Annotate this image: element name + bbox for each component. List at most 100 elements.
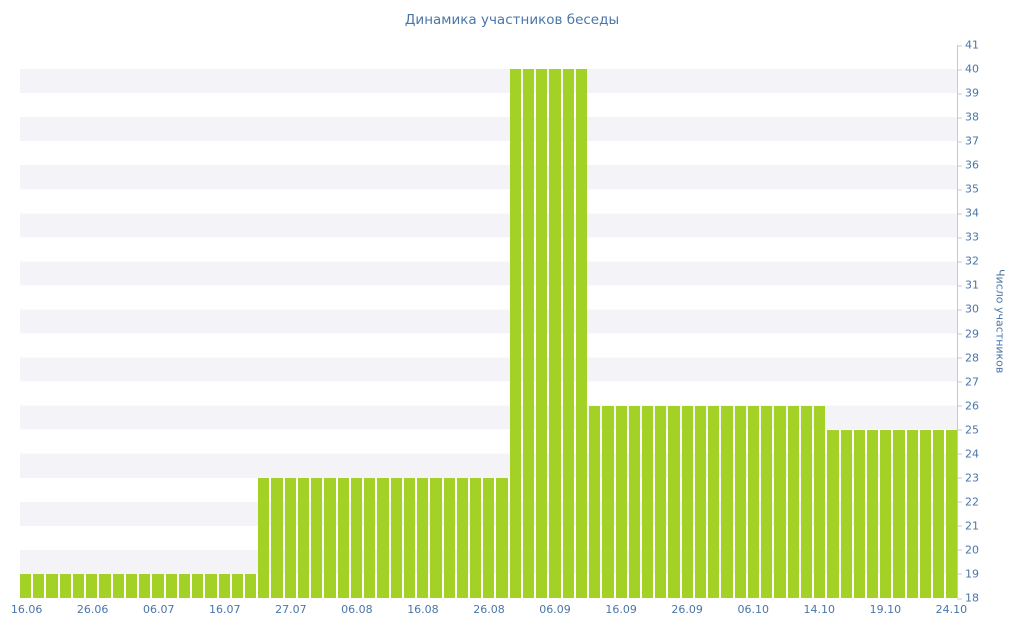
bar[interactable] [33,573,45,598]
bar[interactable] [549,69,561,598]
x-axis-label: 19.10 [869,603,902,616]
bar[interactable] [800,405,813,598]
bar[interactable] [469,477,482,598]
y-axis-label: 21 [957,519,979,533]
x-axis-label: 06.08 [341,603,373,616]
bar[interactable] [906,429,918,598]
bar[interactable] [59,573,71,598]
bar[interactable] [258,477,270,598]
x-axis-label: 16.06 [10,603,43,616]
bar[interactable] [311,477,323,598]
bar[interactable] [615,405,627,598]
x-axis-label: 16.08 [407,603,439,616]
y-axis-label: 31 [957,278,979,292]
bar[interactable] [814,405,826,598]
y-axis-label: 33 [957,230,979,244]
bar[interactable] [46,573,58,598]
bar[interactable] [562,69,574,598]
y-axis-label: 23 [957,471,979,485]
bar[interactable] [20,573,32,598]
bar[interactable] [192,573,204,598]
bar[interactable] [430,477,442,598]
bar[interactable] [364,477,376,598]
y-axis-label: 34 [957,206,979,220]
bar[interactable] [337,477,349,598]
bar[interactable] [178,573,191,598]
bar[interactable] [324,477,336,598]
plot-area [20,45,958,598]
bar[interactable] [668,405,680,598]
bar[interactable] [86,573,98,598]
bar[interactable] [456,477,468,598]
bar[interactable] [443,477,455,598]
bar[interactable] [853,429,865,598]
bar[interactable] [840,429,852,598]
y-axis-label: 32 [957,254,979,268]
y-axis-label: 37 [957,134,979,148]
bar[interactable] [655,405,667,598]
bar[interactable] [496,477,508,598]
bar[interactable] [761,405,773,598]
y-axis-label: 40 [957,62,979,76]
bar[interactable] [231,573,243,598]
bar[interactable] [390,477,402,598]
bar[interactable] [747,405,760,598]
bar[interactable] [880,429,892,598]
bar[interactable] [602,405,614,598]
y-axis-label: 27 [957,375,979,389]
bar[interactable] [628,405,641,598]
bar[interactable] [297,477,310,598]
x-axis-label: 26.09 [671,603,703,616]
bar[interactable] [536,69,548,598]
bar[interactable] [350,477,363,598]
bar[interactable] [893,429,905,598]
bar[interactable] [152,573,164,598]
bar[interactable] [417,477,429,598]
x-axis-label: 16.09 [605,603,637,616]
bar[interactable] [589,405,601,598]
y-axis-label: 20 [957,543,979,557]
y-axis-label: 41 [957,38,979,52]
bar[interactable] [642,405,654,598]
bar[interactable] [244,573,257,598]
bar[interactable] [946,429,958,598]
bar[interactable] [787,405,799,598]
bar[interactable] [575,69,588,598]
bar[interactable] [919,429,932,598]
x-axis-label: 27.07 [275,603,307,616]
bar[interactable] [522,69,535,598]
x-axis-label: 14.10 [803,603,836,616]
bar[interactable] [72,573,85,598]
bar[interactable] [218,573,230,598]
bar[interactable] [139,573,151,598]
bar[interactable] [774,405,786,598]
bar[interactable] [125,573,138,598]
bar[interactable] [284,477,296,598]
bar[interactable] [483,477,495,598]
bar[interactable] [165,573,177,598]
bar[interactable] [708,405,720,598]
chart-title: Динамика участников беседы [404,12,620,28]
bar[interactable] [734,405,746,598]
bar[interactable] [933,429,945,598]
bar[interactable] [377,477,389,598]
bar[interactable] [827,429,839,598]
bar[interactable] [867,429,879,598]
bar[interactable] [721,405,733,598]
y-axis-label: 22 [957,495,979,509]
bar[interactable] [694,405,707,598]
bar[interactable] [205,573,217,598]
y-axis-label: 29 [957,327,979,341]
bar[interactable] [403,477,416,598]
bar[interactable] [681,405,693,598]
y-axis-label: 26 [957,399,979,413]
bar[interactable] [99,573,111,598]
bar[interactable] [112,573,124,598]
x-axis-label: 06.07 [142,603,175,616]
y-axis-label: 35 [957,182,979,196]
bar[interactable] [509,69,521,598]
bar[interactable] [271,477,283,598]
x-axis-label: 06.10 [737,603,769,616]
x-axis-label: 16.07 [209,603,241,616]
